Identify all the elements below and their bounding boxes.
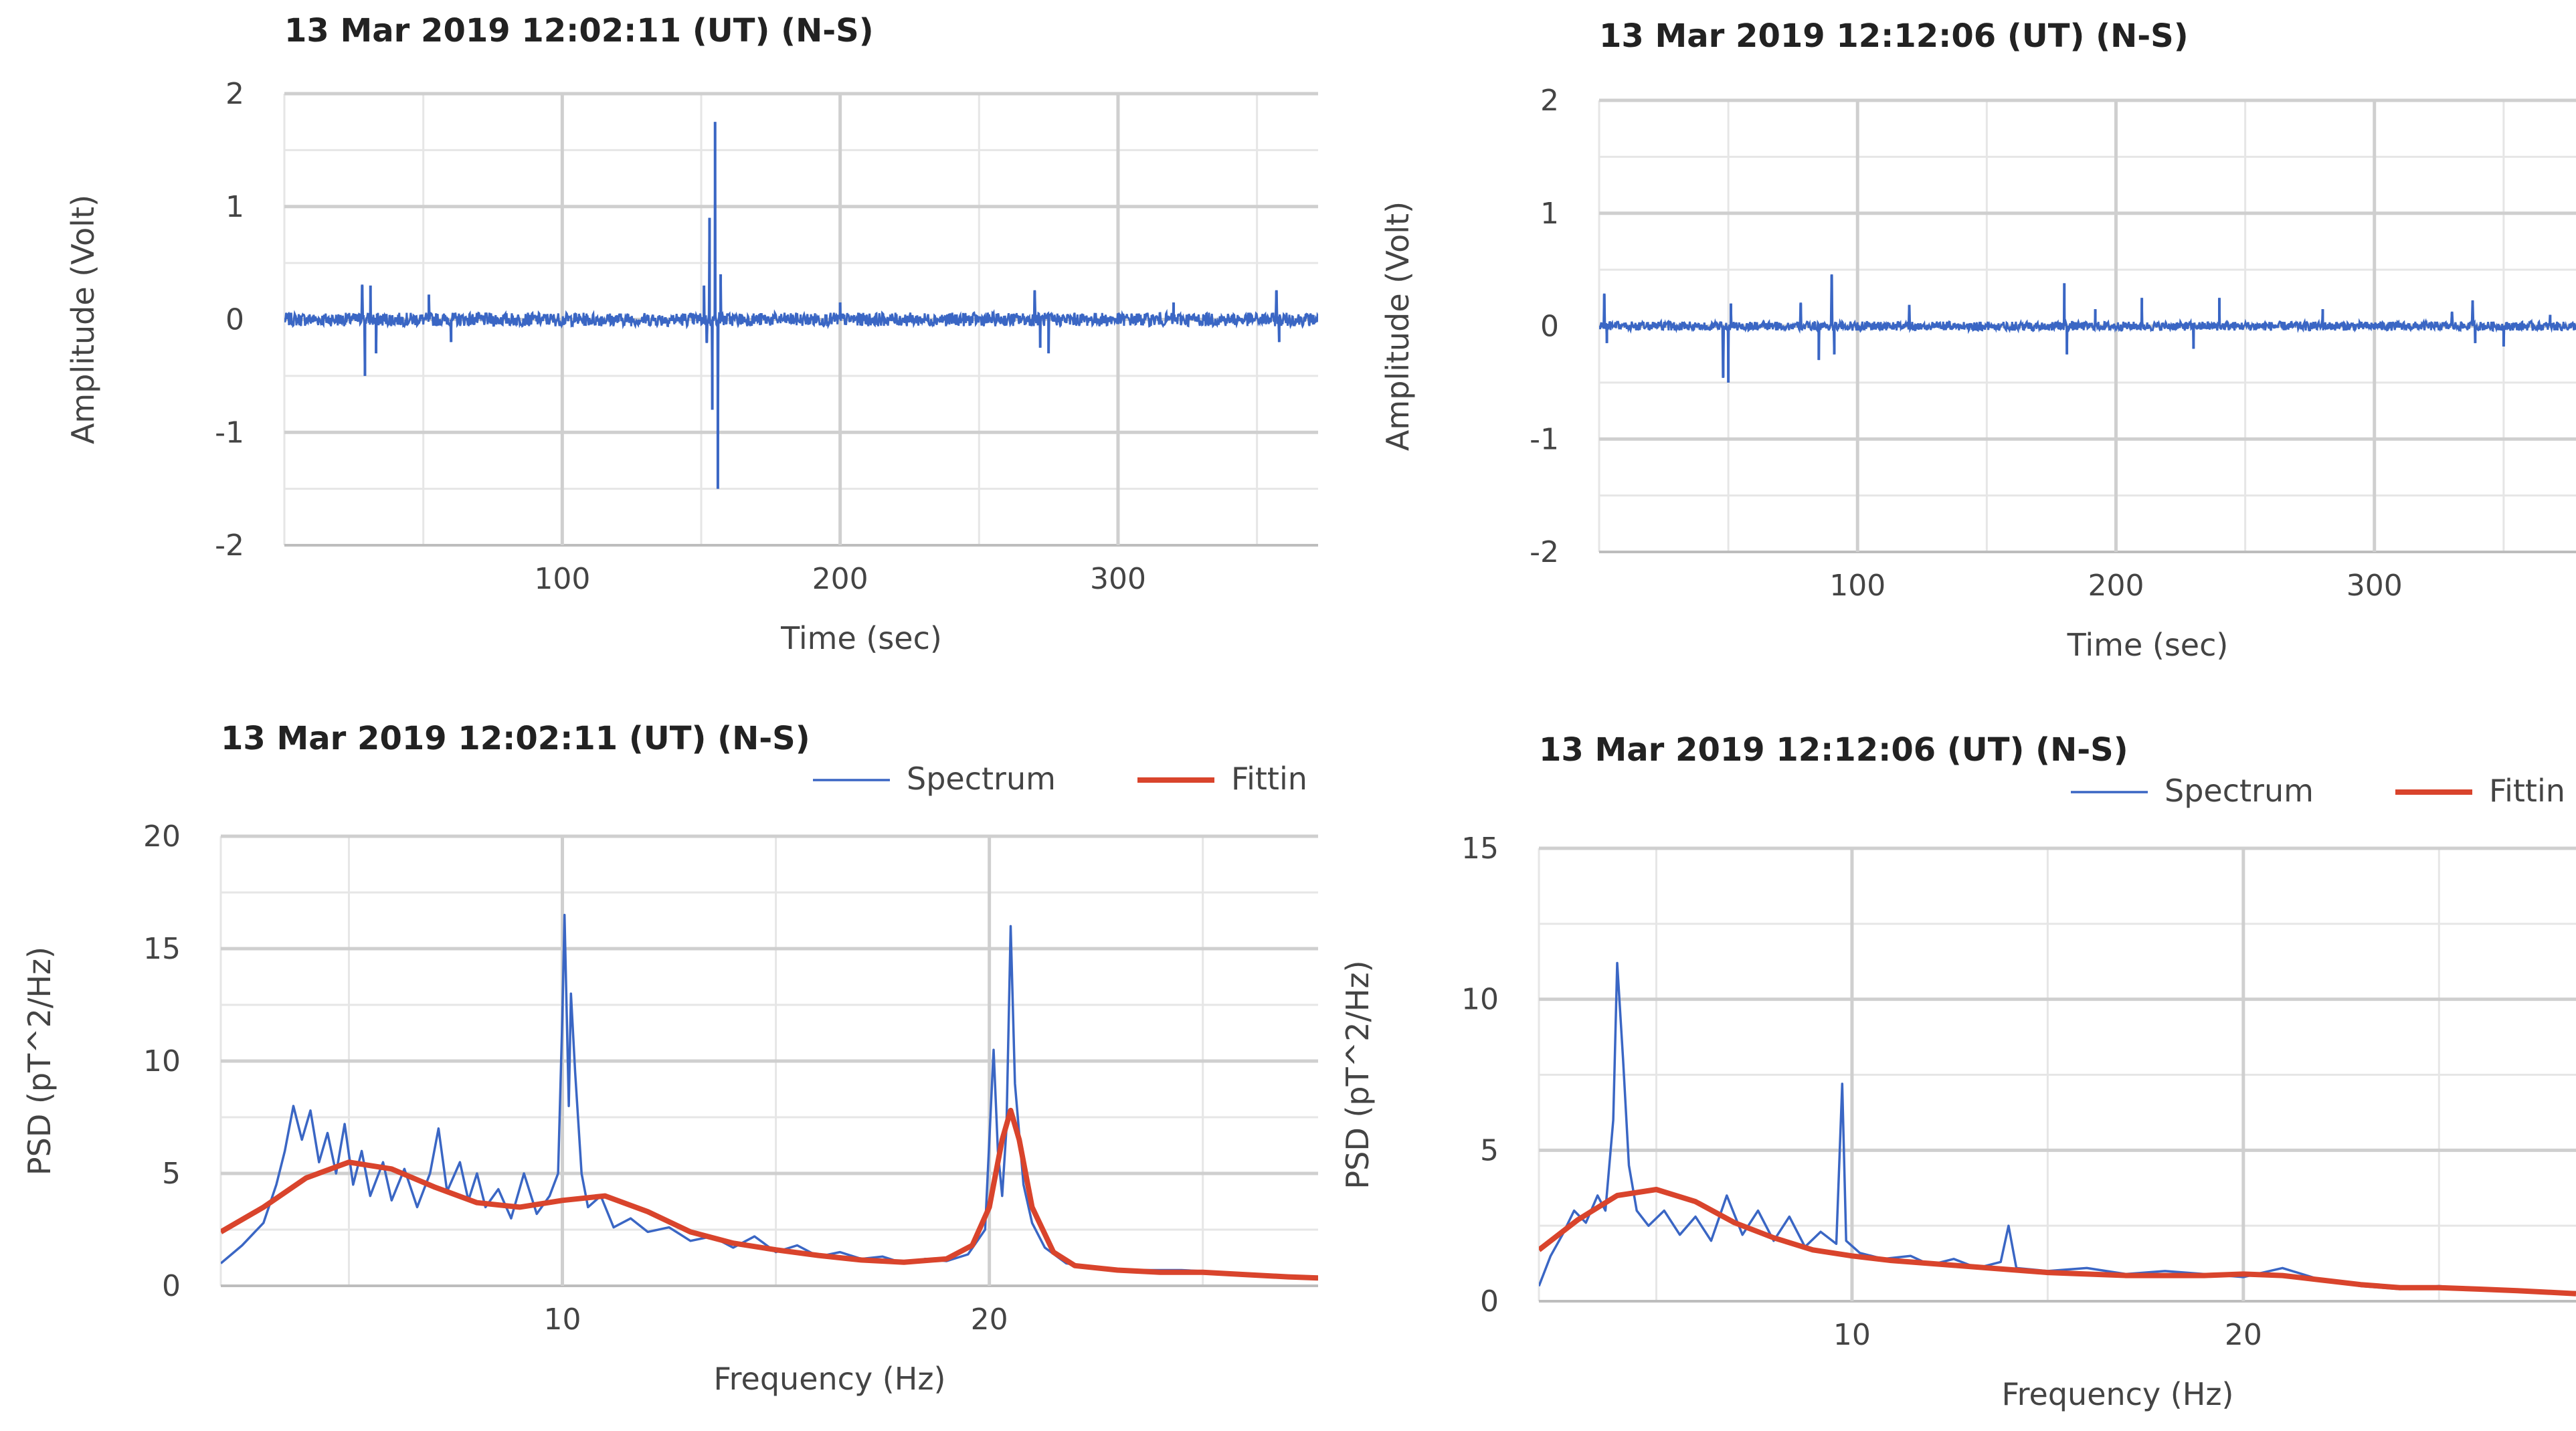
y-tick-label: 10 — [1461, 983, 1499, 1017]
x-tick-label: 300 — [2347, 569, 2403, 603]
grid — [1538, 846, 2576, 1303]
x-axis-label: Time (sec) — [2067, 627, 2229, 663]
y-axis-label: PSD (pT^2/Hz) — [21, 947, 58, 1175]
y-tick-label: -1 — [1530, 422, 1559, 456]
x-tick-label: 20 — [971, 1303, 1008, 1337]
y-tick-label: 10 — [143, 1044, 181, 1078]
x-tick-label: 100 — [1829, 569, 1885, 603]
x-tick-label: 200 — [2088, 569, 2144, 603]
legend: Spectrum Fittin — [2071, 773, 2565, 809]
time-trace — [1599, 274, 2576, 383]
y-tick-label: 5 — [162, 1157, 181, 1191]
series-line-fittin — [1539, 1187, 2576, 1297]
y-tick-label: 1 — [1540, 197, 1559, 231]
series-line-fittin — [221, 1107, 1318, 1281]
time-series-panel-right: -2 -1 0 1 2 100 200 300 13 Mar 2019 12:12:06 (UT… — [1380, 17, 2576, 663]
time-trace — [284, 122, 1318, 489]
y-tick-label: 0 — [162, 1269, 181, 1303]
grid — [219, 834, 1318, 1287]
x-axis-label: Frequency (Hz) — [2002, 1376, 2234, 1412]
series-layer — [1539, 961, 2576, 1297]
x-tick-label: 100 — [534, 562, 590, 596]
series-layer — [284, 122, 1318, 489]
spectrum-panel-right: 0 5 10 15 10 20 13 Mar 2019 12:12:06 (UT) (N-S… — [1340, 731, 2576, 1412]
chart-title: 13 Mar 2019 12:02:11 (UT) (N-S) — [221, 720, 810, 757]
y-axis-label: PSD (pT^2/Hz) — [1340, 960, 1376, 1189]
y-tick-label: 15 — [1461, 832, 1499, 866]
y-tick-label: -2 — [215, 529, 244, 563]
y-tick-label: 0 — [1480, 1284, 1499, 1319]
x-axis-label: Time (sec) — [780, 620, 942, 656]
series-line-spectrum — [1539, 961, 2576, 1294]
chart-title: 13 Mar 2019 12:12:06 (UT) (N-S) — [1599, 17, 2189, 55]
y-tick-label: 0 — [1540, 310, 1559, 344]
spectrum-panel-left: 0 5 10 15 20 10 20 13 Mar 2019 12:02:11 (UT) (N… — [21, 720, 1318, 1397]
y-axis-label: Amplitude (Volt) — [1380, 201, 1416, 451]
y-tick-label: 0 — [225, 303, 244, 337]
x-tick-label: 10 — [1833, 1318, 1871, 1352]
y-axis-label: Amplitude (Volt) — [65, 195, 101, 444]
y-tick-label: 2 — [225, 77, 244, 111]
chart-title: 13 Mar 2019 12:02:11 (UT) (N-S) — [284, 12, 874, 50]
y-tick-label: 15 — [143, 932, 181, 966]
y-tick-label: -1 — [215, 415, 244, 450]
x-tick-label: 20 — [2225, 1318, 2262, 1352]
x-tick-label: 200 — [812, 562, 868, 596]
series-layer — [1599, 274, 2576, 383]
x-tick-label: 300 — [1090, 562, 1146, 596]
time-series-panel-left: -2 -1 0 1 2 100 200 300 13 Mar 2019 12:02:11 (UT… — [65, 12, 1318, 656]
legend-label-fittin: Fittin — [1231, 761, 1307, 797]
x-tick-label: 10 — [544, 1303, 581, 1337]
legend-label-fittin: Fittin — [2489, 773, 2565, 809]
chart-title: 13 Mar 2019 12:12:06 (UT) (N-S) — [1539, 731, 2128, 769]
x-axis-label: Frequency (Hz) — [714, 1361, 946, 1397]
series-layer — [221, 913, 1318, 1281]
y-tick-label: 5 — [1480, 1133, 1499, 1167]
y-tick-label: 1 — [225, 190, 244, 224]
legend-label-spectrum: Spectrum — [2165, 773, 2314, 809]
legend: Spectrum Fittin — [813, 761, 1307, 797]
y-tick-label: 20 — [143, 820, 181, 854]
series-line-spectrum — [221, 913, 1318, 1280]
y-tick-label: 2 — [1540, 84, 1559, 118]
legend-label-spectrum: Spectrum — [907, 761, 1056, 797]
y-tick-label: -2 — [1530, 535, 1559, 569]
